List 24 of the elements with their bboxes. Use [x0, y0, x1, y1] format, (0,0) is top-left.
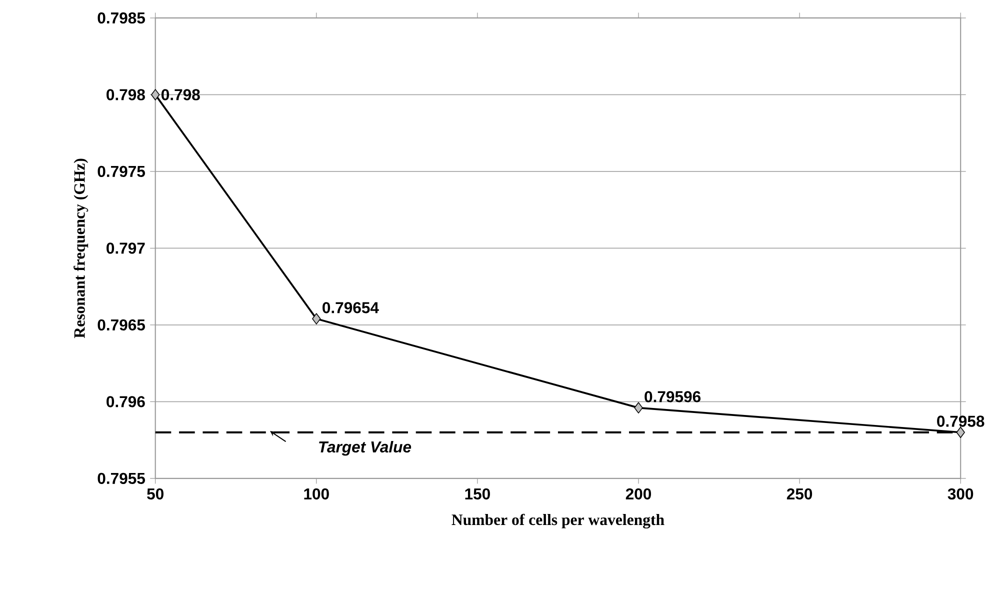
y-tick-label: 0.7985 [98, 12, 145, 24]
point [151, 88, 160, 100]
x-tick-label: 250 [786, 488, 812, 500]
point [956, 426, 965, 438]
x-tick-label: 50 [147, 488, 164, 500]
x-tick-label: 200 [626, 488, 652, 500]
x-tick-label: 300 [948, 488, 974, 500]
y-tick-label: 0.7965 [98, 319, 145, 330]
data-label: 0.79596 [644, 390, 701, 402]
point [312, 312, 321, 324]
ref-line-label: Target Value [319, 440, 412, 456]
x-tick-label: 100 [304, 488, 329, 500]
y-tick-label: 0.798 [106, 88, 145, 100]
y-tick-label: 0.797 [106, 242, 145, 254]
data-label: 0.7958 [937, 415, 984, 427]
x-tick-label: 150 [465, 488, 490, 500]
data-label: 0.798 [162, 88, 200, 100]
x-axis-title: Number of cells per wavelength [452, 514, 664, 528]
data-label: 0.79654 [322, 302, 379, 314]
y-tick-label: 0.7975 [98, 166, 145, 177]
y-axis-title: Resonant frequency (GHz) [74, 158, 88, 338]
point [634, 402, 643, 414]
y-tick-label: 0.7955 [98, 472, 145, 484]
y-tick-label: 0.796 [106, 396, 145, 408]
